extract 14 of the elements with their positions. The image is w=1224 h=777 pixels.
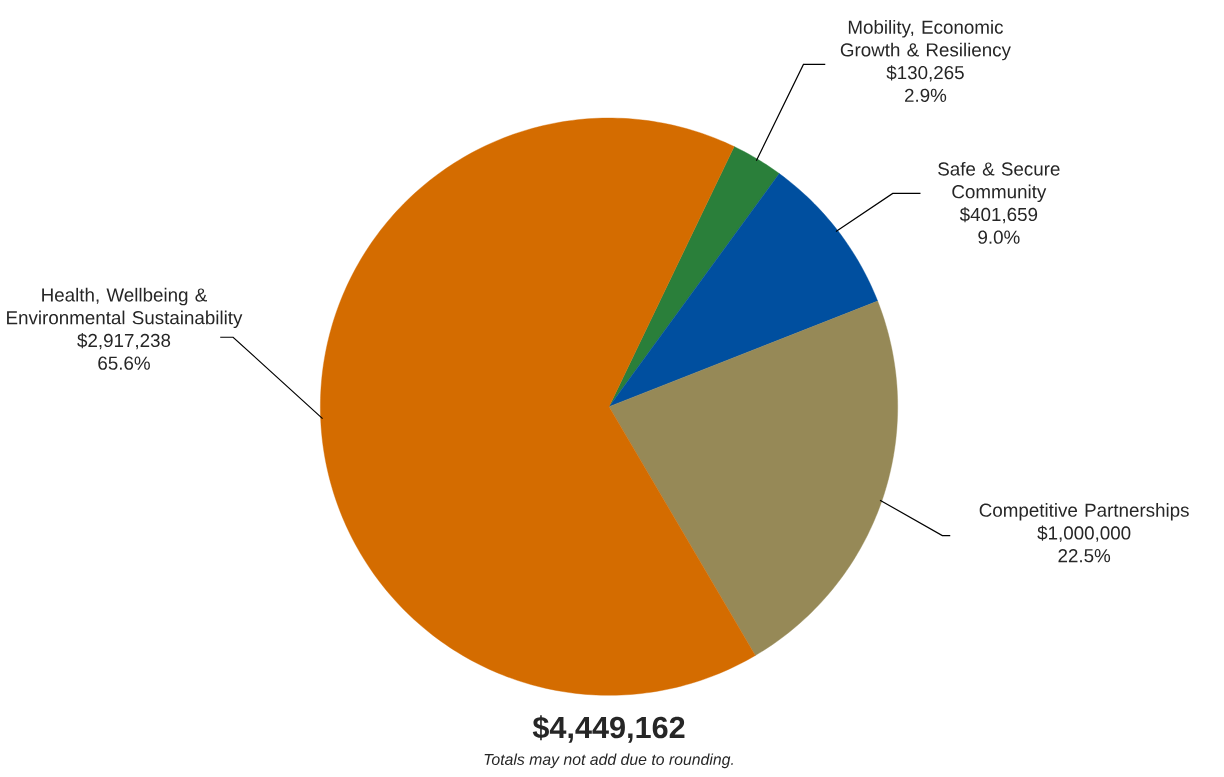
slice-label: Mobility, Economic Growth & Resiliency [840, 20, 1011, 61]
text: $401,659 [959, 207, 1038, 224]
text: $2,917,238 [77, 333, 171, 350]
text: 22.5% [1058, 549, 1111, 563]
slice-label: Health, Wellbeing & Environmental Sustainability [7, 288, 243, 329]
slice-label: Safe & Secure Community [938, 162, 1060, 203]
slice-label: Competitive Partnerships [979, 503, 1189, 521]
text: Totals may not add due to rounding. [484, 753, 733, 769]
text: $1,000,000 [1037, 525, 1131, 542]
text: 9.0% [978, 230, 1020, 244]
text: 65.6% [98, 356, 150, 370]
text: $4,449,162 [532, 715, 685, 743]
text: $130,265 [886, 65, 964, 82]
text: 2.9% [904, 88, 947, 103]
